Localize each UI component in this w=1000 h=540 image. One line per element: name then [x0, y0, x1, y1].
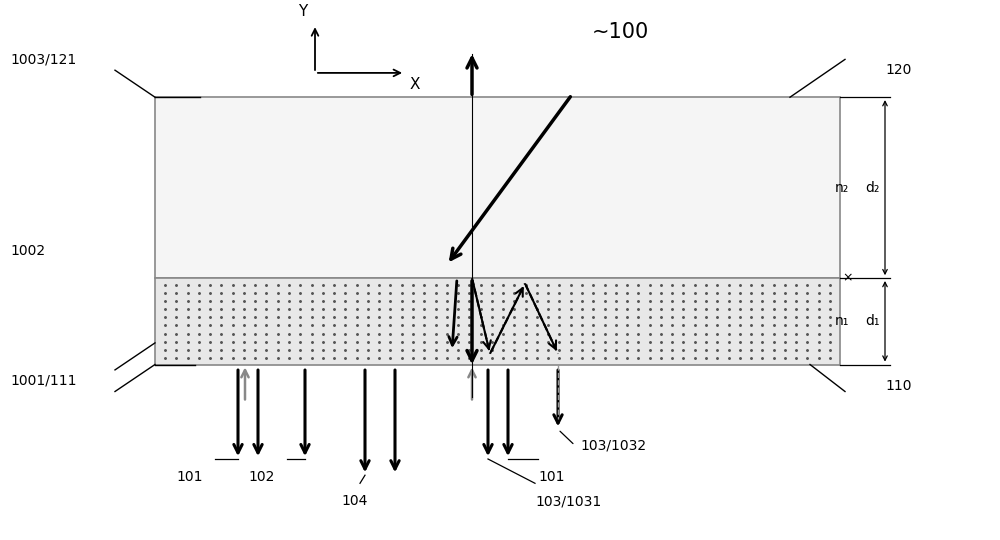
Text: 103/1032: 103/1032 [580, 438, 646, 453]
Bar [155, 97, 840, 278]
Text: 1001/111: 1001/111 [10, 374, 76, 388]
Text: 101: 101 [538, 470, 564, 484]
Text: ×: × [842, 272, 853, 285]
Text: 101: 101 [177, 470, 203, 484]
Text: n₁: n₁ [835, 314, 849, 328]
Text: 104: 104 [342, 494, 368, 508]
Text: d₂: d₂ [865, 181, 879, 194]
Text: 102: 102 [249, 470, 275, 484]
Text: 1003/121: 1003/121 [10, 52, 76, 66]
Bar [155, 278, 840, 365]
Text: ~100: ~100 [591, 22, 649, 42]
Text: n₂: n₂ [835, 181, 849, 194]
Text: 103/1031: 103/1031 [535, 494, 601, 508]
Text: 120: 120 [885, 63, 911, 77]
Text: 1002: 1002 [10, 244, 45, 258]
Text: d₁: d₁ [865, 314, 880, 328]
Text: X: X [410, 77, 421, 92]
Text: 110: 110 [885, 379, 912, 393]
Text: Y: Y [298, 4, 308, 19]
